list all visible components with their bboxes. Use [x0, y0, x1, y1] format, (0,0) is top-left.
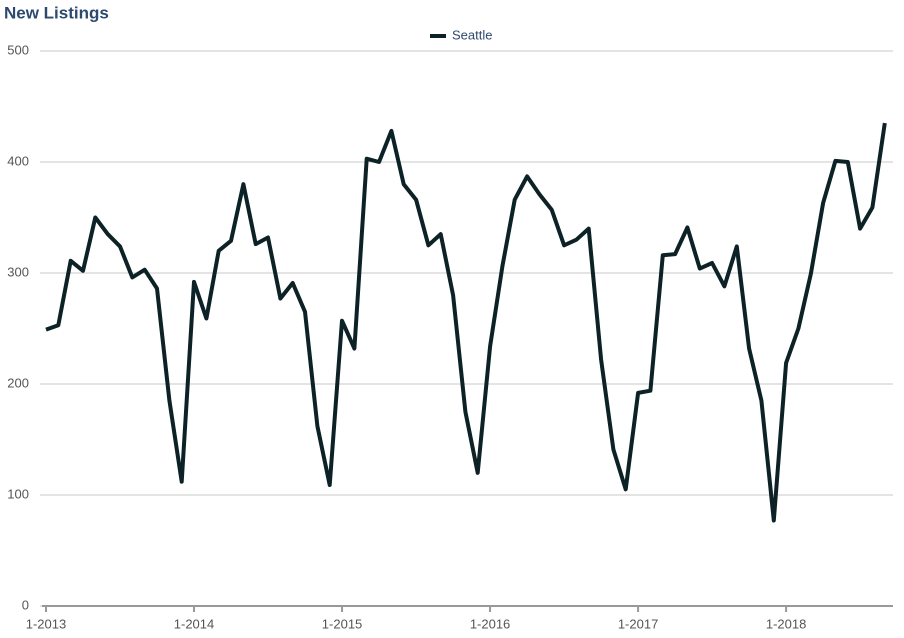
legend-label: Seattle: [452, 27, 492, 42]
y-tick-label: 200: [7, 375, 29, 390]
y-tick-label: 100: [7, 486, 29, 501]
y-tick-label: 400: [7, 153, 29, 168]
x-tick-label: 1-2018: [766, 616, 806, 631]
series-line: [45, 122, 887, 523]
x-tick-label: 1-2016: [470, 616, 510, 631]
chart-title: New Listings: [4, 3, 109, 22]
y-tick-label: 0: [22, 597, 29, 612]
x-tick-label: 1-2015: [322, 616, 362, 631]
x-tick-label: 1-2017: [618, 616, 658, 631]
x-tick-label: 1-2013: [26, 616, 66, 631]
y-tick-label: 300: [7, 264, 29, 279]
y-tick-label: 500: [7, 42, 29, 57]
x-tick-label: 1-2014: [174, 616, 214, 631]
